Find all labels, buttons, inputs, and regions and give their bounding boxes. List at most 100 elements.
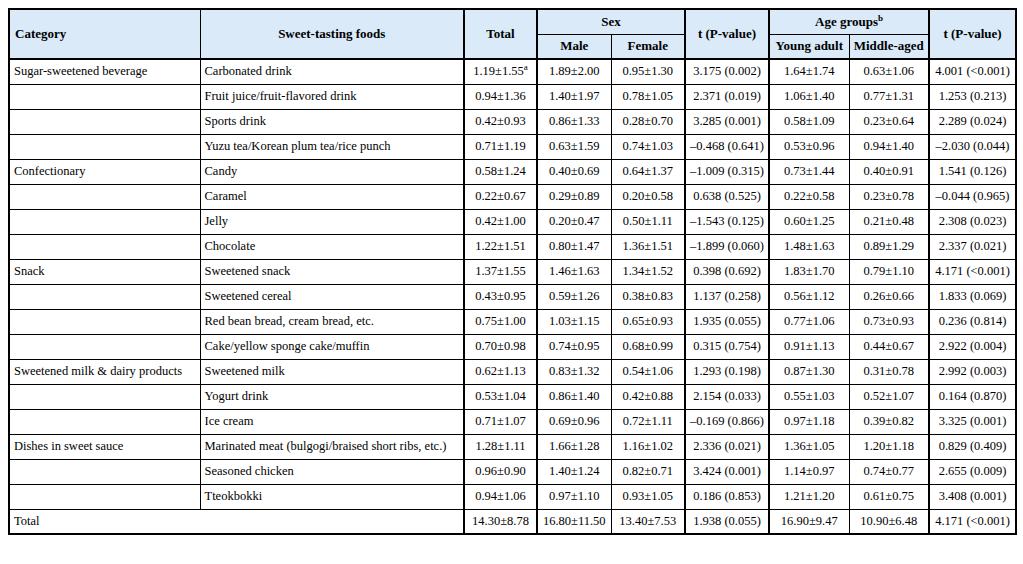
t-pvalue-sex-cell: 0.638 (0.525) — [685, 184, 769, 209]
food-cell: Caramel — [200, 184, 464, 209]
food-cell: Candy — [200, 159, 464, 184]
t-pvalue-sex-cell: 0.186 (0.853) — [685, 484, 769, 509]
table-row: Fruit juice/fruit-flavored drink 0.94±1.… — [9, 84, 1016, 109]
middle-aged-cell: 0.73±0.93 — [849, 309, 929, 334]
category-cell: Sugar-sweetened beverage — [9, 59, 200, 84]
category-cell — [9, 234, 200, 259]
food-cell: Yuzu tea/Korean plum tea/rice punch — [200, 134, 464, 159]
col-header-t-pvalue-sex: t (P-value) — [685, 9, 769, 59]
young-adult-cell: 0.55±1.03 — [769, 384, 849, 409]
total-cell: 1.37±1.55 — [464, 259, 537, 284]
total-cell: 1.28±1.11 — [464, 434, 537, 459]
female-cell: 0.42±0.88 — [611, 384, 685, 409]
t-pvalue-sex-cell: 1.137 (0.258) — [685, 284, 769, 309]
table-row: Yogurt drink 0.53±1.04 0.86±1.40 0.42±0.… — [9, 384, 1016, 409]
t-pvalue-sex-cell: 1.293 (0.198) — [685, 359, 769, 384]
food-cell: Cake/yellow sponge cake/muffin — [200, 334, 464, 359]
middle-aged-cell: 0.61±0.75 — [849, 484, 929, 509]
t-pvalue-sex-cell: 0.398 (0.692) — [685, 259, 769, 284]
col-header-category: Category — [9, 9, 200, 59]
middle-aged-cell: 0.79±1.10 — [849, 259, 929, 284]
col-header-age-groups: Age groupsb — [769, 9, 929, 34]
t-pvalue-sex-cell: –0.468 (0.641) — [685, 134, 769, 159]
table-row: Sweetened cereal 0.43±0.95 0.59±1.26 0.3… — [9, 284, 1016, 309]
male-cell: 0.97±1.10 — [537, 484, 611, 509]
col-header-foods: Sweet-tasting foods — [200, 9, 464, 59]
male-cell: 0.69±0.96 — [537, 409, 611, 434]
young-adult-cell: 0.22±0.58 — [769, 184, 849, 209]
table-row: Yuzu tea/Korean plum tea/rice punch 0.71… — [9, 134, 1016, 159]
category-cell — [9, 284, 200, 309]
male-cell: 0.63±1.59 — [537, 134, 611, 159]
young-adult-cell: 1.48±1.63 — [769, 234, 849, 259]
young-adult-cell: 16.90±9.47 — [769, 509, 849, 534]
t-pvalue-age-cell: 2.992 (0.003) — [929, 359, 1016, 384]
total-row-label: Total — [9, 509, 464, 534]
female-cell: 0.93±1.05 — [611, 484, 685, 509]
middle-aged-cell: 0.44±0.67 — [849, 334, 929, 359]
female-cell: 0.65±0.93 — [611, 309, 685, 334]
young-adult-cell: 0.91±1.13 — [769, 334, 849, 359]
food-cell: Seasoned chicken — [200, 459, 464, 484]
young-adult-cell: 0.53±0.96 — [769, 134, 849, 159]
middle-aged-cell: 1.20±1.18 — [849, 434, 929, 459]
col-header-sex-group: Sex — [537, 9, 685, 34]
col-header-middle-aged: Middle-aged — [849, 34, 929, 59]
young-adult-cell: 1.06±1.40 — [769, 84, 849, 109]
male-cell: 1.66±1.28 — [537, 434, 611, 459]
middle-aged-cell: 0.23±0.64 — [849, 109, 929, 134]
female-cell: 1.36±1.51 — [611, 234, 685, 259]
food-cell: Marinated meat (bulgogi/braised short ri… — [200, 434, 464, 459]
t-pvalue-sex-cell: 2.154 (0.033) — [685, 384, 769, 409]
t-pvalue-age-cell: 2.922 (0.004) — [929, 334, 1016, 359]
food-cell: Chocolate — [200, 234, 464, 259]
table-row: Chocolate 1.22±1.51 0.80±1.47 1.36±1.51 … — [9, 234, 1016, 259]
food-cell: Fruit juice/fruit-flavored drink — [200, 84, 464, 109]
female-cell: 0.74±1.03 — [611, 134, 685, 159]
age-groups-label: Age groups — [815, 14, 878, 29]
male-cell: 0.83±1.32 — [537, 359, 611, 384]
t-pvalue-sex-cell: 3.285 (0.001) — [685, 109, 769, 134]
table-row: Seasoned chicken 0.96±0.90 1.40±1.24 0.8… — [9, 459, 1016, 484]
food-cell: Ice cream — [200, 409, 464, 434]
table-row: Confectionary Candy 0.58±1.24 0.40±0.69 … — [9, 159, 1016, 184]
t-pvalue-age-cell: 0.236 (0.814) — [929, 309, 1016, 334]
middle-aged-cell: 0.52±1.07 — [849, 384, 929, 409]
food-cell: Sweetened snack — [200, 259, 464, 284]
t-pvalue-age-cell: 3.408 (0.001) — [929, 484, 1016, 509]
total-cell: 0.53±1.04 — [464, 384, 537, 409]
male-cell: 1.46±1.63 — [537, 259, 611, 284]
food-cell: Sweetened cereal — [200, 284, 464, 309]
total-footnote-marker: a — [524, 62, 528, 72]
category-cell — [9, 109, 200, 134]
food-cell: Sports drink — [200, 109, 464, 134]
food-cell: Tteokbokki — [200, 484, 464, 509]
table-body: Sugar-sweetened beverage Carbonated drin… — [9, 59, 1016, 509]
t-pvalue-sex-cell: 2.336 (0.021) — [685, 434, 769, 459]
category-cell — [9, 309, 200, 334]
t-pvalue-age-cell: 1.833 (0.069) — [929, 284, 1016, 309]
total-cell: 0.71±1.07 — [464, 409, 537, 434]
table-row: Jelly 0.42±1.00 0.20±0.47 0.50±1.11 –1.5… — [9, 209, 1016, 234]
female-cell: 0.78±1.05 — [611, 84, 685, 109]
col-header-t-pvalue-age: t (P-value) — [929, 9, 1016, 59]
category-cell: Confectionary — [9, 159, 200, 184]
young-adult-cell: 0.87±1.30 — [769, 359, 849, 384]
male-cell: 0.86±1.40 — [537, 384, 611, 409]
age-groups-footnote-marker: b — [878, 13, 883, 23]
category-cell: Dishes in sweet sauce — [9, 434, 200, 459]
female-cell: 0.28±0.70 — [611, 109, 685, 134]
table-row: Dishes in sweet sauce Marinated meat (bu… — [9, 434, 1016, 459]
middle-aged-cell: 0.89±1.29 — [849, 234, 929, 259]
t-pvalue-sex-cell: 2.371 (0.019) — [685, 84, 769, 109]
total-cell: 1.22±1.51 — [464, 234, 537, 259]
t-pvalue-age-cell: 2.289 (0.024) — [929, 109, 1016, 134]
col-header-young-adult: Young adult — [769, 34, 849, 59]
t-pvalue-age-cell: 4.171 (<0.001) — [929, 259, 1016, 284]
t-pvalue-age-cell: 4.171 (<0.001) — [929, 509, 1016, 534]
t-pvalue-age-cell: –0.044 (0.965) — [929, 184, 1016, 209]
t-pvalue-sex-cell: 3.424 (0.001) — [685, 459, 769, 484]
t-pvalue-sex-cell: 0.315 (0.754) — [685, 334, 769, 359]
category-cell — [9, 334, 200, 359]
female-cell: 0.68±0.99 — [611, 334, 685, 359]
